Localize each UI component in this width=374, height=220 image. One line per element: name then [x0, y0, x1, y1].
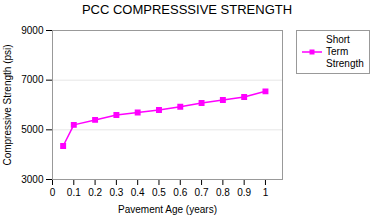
svg-text:0: 0	[50, 187, 56, 198]
svg-text:5000: 5000	[21, 124, 44, 135]
svg-text:0.7: 0.7	[195, 187, 209, 198]
svg-text:0.6: 0.6	[173, 187, 187, 198]
svg-text:0.1: 0.1	[67, 187, 81, 198]
svg-text:0.2: 0.2	[88, 187, 102, 198]
svg-text:0.9: 0.9	[237, 187, 251, 198]
svg-text:3000: 3000	[21, 174, 44, 185]
svg-text:0.5: 0.5	[152, 187, 166, 198]
svg-text:7000: 7000	[21, 74, 44, 85]
svg-text:0.4: 0.4	[131, 187, 145, 198]
svg-text:0.8: 0.8	[216, 187, 230, 198]
svg-text:1: 1	[263, 187, 269, 198]
html-text:Short Term Strength: Short Term Strength	[326, 34, 364, 69]
html-text:PCC COMPRESSSIVE STRENGTH: PCC COMPRESSSIVE STRENGTH	[81, 2, 293, 17]
svg-text:0.3: 0.3	[109, 187, 123, 198]
svg-text:Compressive Strength (psi): Compressive Strength (psi)	[2, 44, 13, 165]
svg-text:Pavement Age (years): Pavement Age (years)	[118, 204, 217, 215]
svg-text:9000: 9000	[21, 25, 44, 36]
